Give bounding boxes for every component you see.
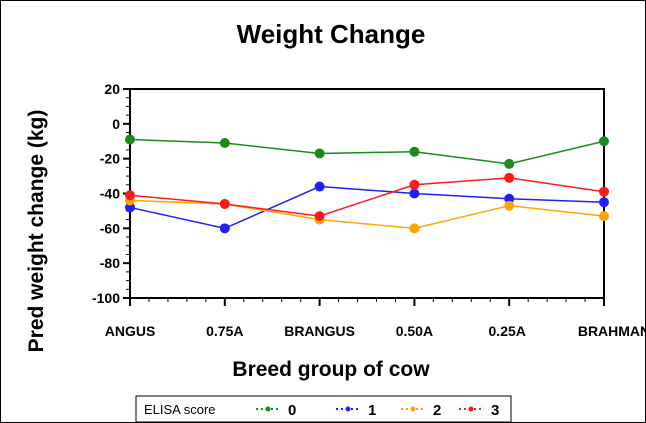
y-tick-label: -100 (92, 290, 120, 306)
data-point (219, 137, 230, 148)
legend-marker (410, 406, 416, 412)
legend-marker (468, 406, 474, 412)
y-tick-label: 20 (104, 81, 120, 97)
x-tick-label: BRANGUS (284, 323, 355, 339)
x-tick-label: 0.75A (206, 323, 243, 339)
x-tick-label: ANGUS (105, 323, 156, 339)
data-point (409, 146, 420, 157)
data-point (314, 148, 325, 159)
legend: ELISA score 0 1 2 3 (135, 395, 512, 422)
data-point (219, 198, 230, 209)
plot-border (129, 88, 605, 299)
legend-item-2: 2 (401, 402, 441, 419)
y-tick-label: -60 (100, 220, 120, 236)
x-tick-label: 0.25A (489, 323, 526, 339)
legend-item-0: 0 (256, 402, 296, 419)
legend-marker (345, 406, 351, 412)
legend-label: 2 (433, 402, 441, 419)
data-point (314, 211, 325, 222)
data-point (125, 134, 135, 145)
legend-label: 1 (368, 402, 376, 419)
data-point (599, 197, 609, 208)
series-0 (125, 134, 609, 169)
data-point (504, 158, 515, 169)
plot-area (129, 88, 605, 299)
chart-title: Weight Change (237, 19, 426, 49)
series-line (129, 185, 605, 230)
data-point (219, 223, 230, 234)
legend-box (135, 395, 512, 422)
data-point (504, 193, 515, 204)
series-1 (125, 181, 609, 234)
legend-item-1: 1 (336, 402, 376, 419)
x-axis: ANGUS 0.75A BRANGUS 0.50A 0.25A BRAHMAN (105, 298, 645, 339)
x-tick-label: 0.50A (396, 323, 433, 339)
series-line (129, 177, 605, 217)
legend-marker (265, 406, 271, 412)
legend-item-3: 3 (459, 402, 499, 419)
data-point (504, 200, 515, 211)
y-tick-label: -80 (100, 255, 120, 271)
data-point (125, 202, 135, 213)
data-point (599, 211, 609, 222)
y-axis: 20 0 -20 -40 -60 -80 -100 (92, 81, 130, 306)
legend-title: ELISA score (144, 402, 216, 417)
y-tick-label: -20 (100, 151, 120, 167)
series-line (129, 199, 605, 230)
legend-label: 0 (288, 402, 296, 419)
data-point (409, 223, 420, 234)
y-tick-label: -40 (100, 186, 120, 202)
data-point (409, 188, 420, 199)
data-point (599, 136, 609, 147)
y-tick-label: 0 (112, 116, 120, 132)
data-point (504, 172, 515, 183)
data-point (599, 186, 609, 197)
series-layer (125, 134, 609, 234)
series-line (129, 138, 605, 165)
series-3 (125, 172, 609, 222)
legend-label: 3 (491, 402, 499, 419)
data-point (409, 179, 420, 190)
x-tick-label: BRAHMAN (578, 323, 645, 339)
data-point (125, 190, 135, 201)
data-point (314, 181, 325, 192)
y-axis-title: Pred weight change (kg) (25, 110, 48, 353)
x-axis-title: Breed group of cow (232, 358, 430, 381)
